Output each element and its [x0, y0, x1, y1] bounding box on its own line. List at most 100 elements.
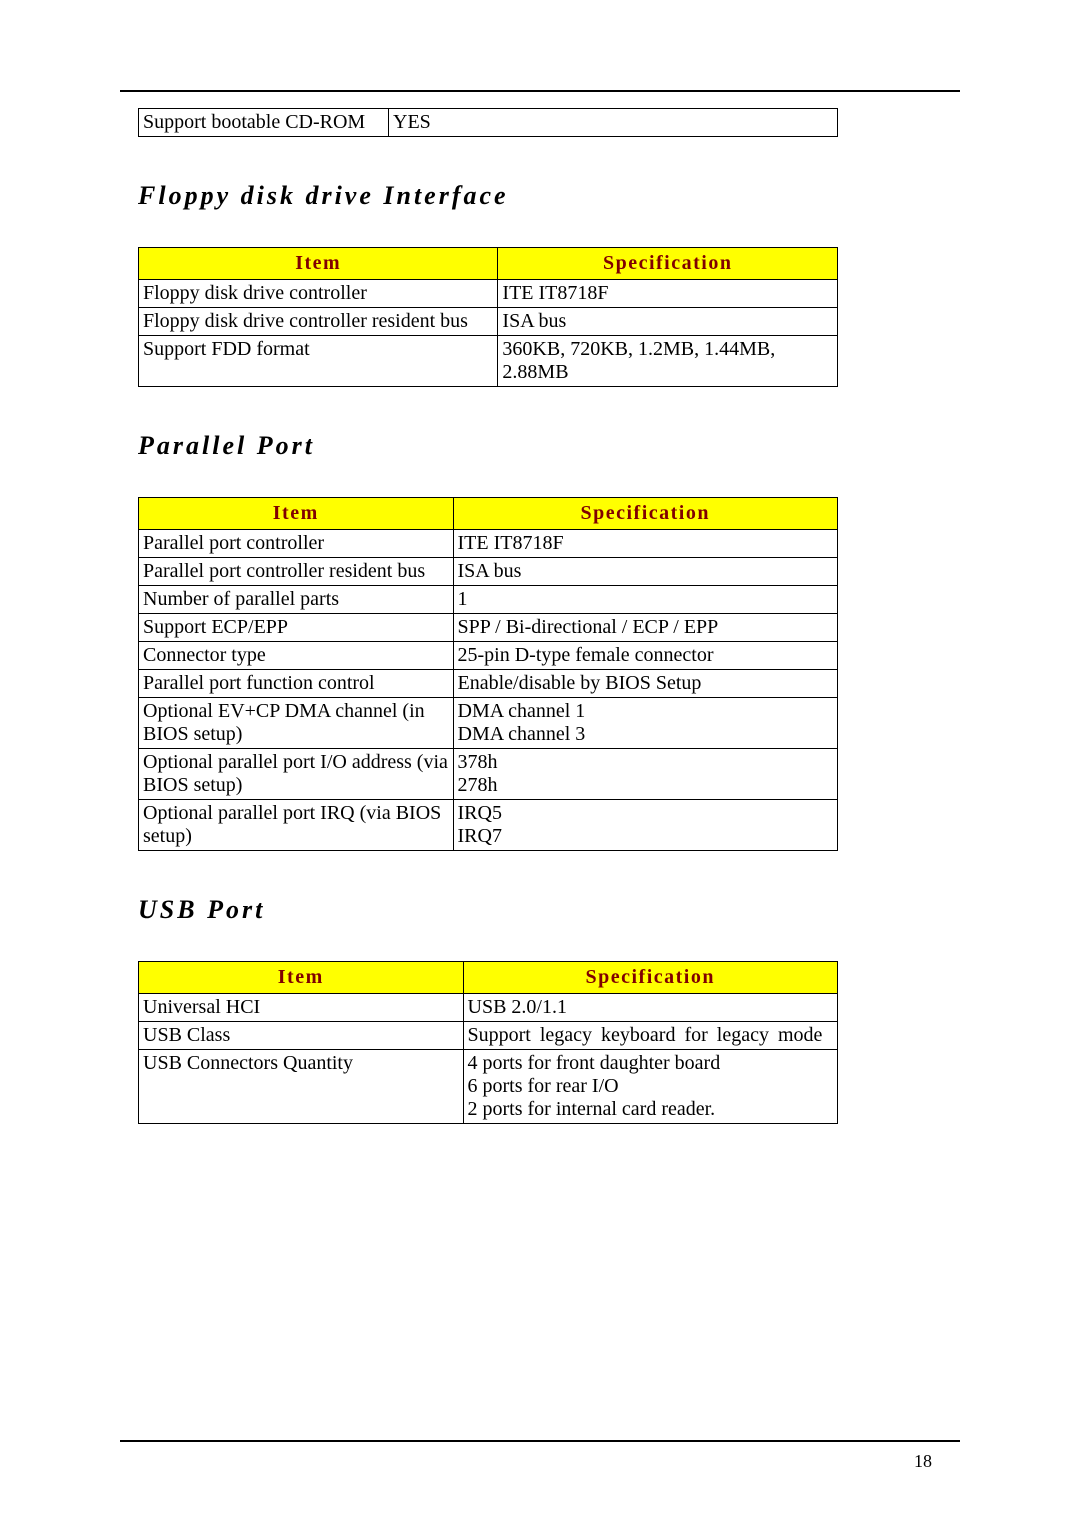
table-row: Optional parallel port IRQ (via BIOS set…: [139, 800, 838, 851]
table-row: USB Class Support legacy keyboard for leg…: [139, 1022, 838, 1050]
table-row: USB Connectors Quantity4 ports for front…: [139, 1050, 838, 1124]
spec-text: Enable/disable by BIOS Setup: [458, 672, 833, 695]
spec-text: 25-pin D-type female connector: [458, 644, 833, 667]
item-text: Number of parallel parts: [143, 588, 449, 611]
bottom-rule: [120, 1440, 960, 1442]
table-row: Parallel port controller ITE IT8718F: [139, 530, 838, 558]
item-text: USB Class: [143, 1024, 459, 1047]
top-rule: [120, 90, 960, 92]
spec-cell: 25-pin D-type female connector: [453, 642, 837, 670]
spec-table: ItemSpecificationFloppy disk drive contr…: [138, 247, 838, 387]
spec-cell: Enable/disable by BIOS Setup: [453, 670, 837, 698]
spec-text: IRQ5: [458, 802, 833, 825]
spec-text: 1: [458, 588, 833, 611]
item-cell: Number of parallel parts: [139, 586, 454, 614]
spec-text: IRQ7: [458, 825, 833, 848]
item-cell: USB Connectors Quantity: [139, 1050, 464, 1124]
table-row: Connector type 25-pin D-type female conne…: [139, 642, 838, 670]
spec-text: DMA channel 1: [458, 700, 833, 723]
page-number: 18: [914, 1451, 932, 1472]
item-cell: Parallel port controller: [139, 530, 454, 558]
spec-text: ITE IT8718F: [458, 532, 833, 555]
item-text: Optional parallel port I/O address (via …: [143, 751, 449, 797]
spec-cell: ITE IT8718F: [453, 530, 837, 558]
table-row: Number of parallel parts 1: [139, 586, 838, 614]
item-cell: Support FDD format: [139, 336, 498, 387]
section-title: USB Port: [138, 895, 960, 925]
item-cell: Floppy disk drive controller: [139, 280, 498, 308]
section-title: Floppy disk drive Interface: [138, 181, 960, 211]
spec-text: 378h: [458, 751, 833, 774]
table-row: Floppy disk drive controller ITE IT8718F: [139, 280, 838, 308]
spec-table: ItemSpecificationParallel port controlle…: [138, 497, 838, 851]
spec-cell: ITE IT8718F: [498, 280, 838, 308]
spec-text: ITE IT8718F: [502, 282, 833, 305]
item-text: Optional parallel port IRQ (via BIOS set…: [143, 802, 449, 848]
item-cell: Optional parallel port IRQ (via BIOS set…: [139, 800, 454, 851]
top-table: Support bootable CD-ROM YES: [138, 108, 838, 137]
spec-cell: 378h278h: [453, 749, 837, 800]
spec-text: Support legacy keyboard for legacy mode: [468, 1024, 833, 1047]
item-cell: Optional EV+CP DMA channel (in BIOS setu…: [139, 698, 454, 749]
item-cell: Connector type: [139, 642, 454, 670]
spec-cell: 360KB, 720KB, 1.2MB, 1.44MB, 2.88MB: [498, 336, 838, 387]
table-row: Optional EV+CP DMA channel (in BIOS setu…: [139, 698, 838, 749]
item-text: USB Connectors Quantity: [143, 1052, 459, 1075]
spec-cell: USB 2.0/1.1: [463, 994, 837, 1022]
spec-text: ISA bus: [502, 310, 833, 333]
spec-text: USB 2.0/1.1: [468, 996, 833, 1019]
item-cell: Support bootable CD-ROM: [139, 109, 389, 137]
item-text: Floppy disk drive controller resident bu…: [143, 310, 493, 333]
item-cell: Universal HCI: [139, 994, 464, 1022]
table-row: Optional parallel port I/O address (via …: [139, 749, 838, 800]
spec-text: DMA channel 3: [458, 723, 833, 746]
spec-text: 278h: [458, 774, 833, 797]
spec-cell: ISA bus: [453, 558, 837, 586]
table-row: Support ECP/EPP SPP / Bi-directional / EC…: [139, 614, 838, 642]
header-spec: Specification: [453, 498, 837, 530]
spec-text: 6 ports for rear I/O: [468, 1075, 833, 1098]
spec-cell: SPP / Bi-directional / ECP / EPP: [453, 614, 837, 642]
item-cell: USB Class: [139, 1022, 464, 1050]
table-row: Support FDD format 360KB, 720KB, 1.2MB, 1…: [139, 336, 838, 387]
item-text: Floppy disk drive controller: [143, 282, 493, 305]
table-row: Floppy disk drive controller resident bu…: [139, 308, 838, 336]
item-text: Parallel port controller resident bus: [143, 560, 449, 583]
table-row: Universal HCI USB 2.0/1.1: [139, 994, 838, 1022]
item-cell: Parallel port controller resident bus: [139, 558, 454, 586]
header-item: Item: [139, 962, 464, 994]
spec-text: ISA bus: [458, 560, 833, 583]
spec-cell: IRQ5IRQ7: [453, 800, 837, 851]
item-text: Support ECP/EPP: [143, 616, 449, 639]
item-text: Universal HCI: [143, 996, 459, 1019]
page: Support bootable CD-ROM YES Floppy disk …: [0, 0, 1080, 1528]
item-cell: Parallel port function control: [139, 670, 454, 698]
item-cell: Optional parallel port I/O address (via …: [139, 749, 454, 800]
item-text: Support FDD format: [143, 338, 493, 361]
header-item: Item: [139, 498, 454, 530]
table-row: Parallel port function control Enable/dis…: [139, 670, 838, 698]
spec-text: 4 ports for front daughter board: [468, 1052, 833, 1075]
header-item: Item: [139, 248, 498, 280]
item-cell: Floppy disk drive controller resident bu…: [139, 308, 498, 336]
spec-cell: ISA bus: [498, 308, 838, 336]
spec-text: SPP / Bi-directional / ECP / EPP: [458, 616, 833, 639]
spec-cell: 4 ports for front daughter board6 ports …: [463, 1050, 837, 1124]
section-title: Parallel Port: [138, 431, 960, 461]
item-cell: Support ECP/EPP: [139, 614, 454, 642]
spec-cell: Support legacy keyboard for legacy mode: [463, 1022, 837, 1050]
spec-cell: 1: [453, 586, 837, 614]
item-text: Connector type: [143, 644, 449, 667]
item-text: Parallel port controller: [143, 532, 449, 555]
item-text: Optional EV+CP DMA channel (in BIOS setu…: [143, 700, 449, 746]
header-spec: Specification: [498, 248, 838, 280]
table-row: Support bootable CD-ROM YES: [139, 109, 838, 137]
spec-cell: DMA channel 1DMA channel 3: [453, 698, 837, 749]
spec-text: 360KB, 720KB, 1.2MB, 1.44MB, 2.88MB: [502, 338, 833, 384]
item-text: Parallel port function control: [143, 672, 449, 695]
spec-table: ItemSpecificationUniversal HCI USB 2.0/1.…: [138, 961, 838, 1124]
spec-text: 2 ports for internal card reader.: [468, 1098, 833, 1121]
header-spec: Specification: [463, 962, 837, 994]
table-row: Parallel port controller resident bus ISA…: [139, 558, 838, 586]
spec-cell: YES: [389, 109, 838, 137]
